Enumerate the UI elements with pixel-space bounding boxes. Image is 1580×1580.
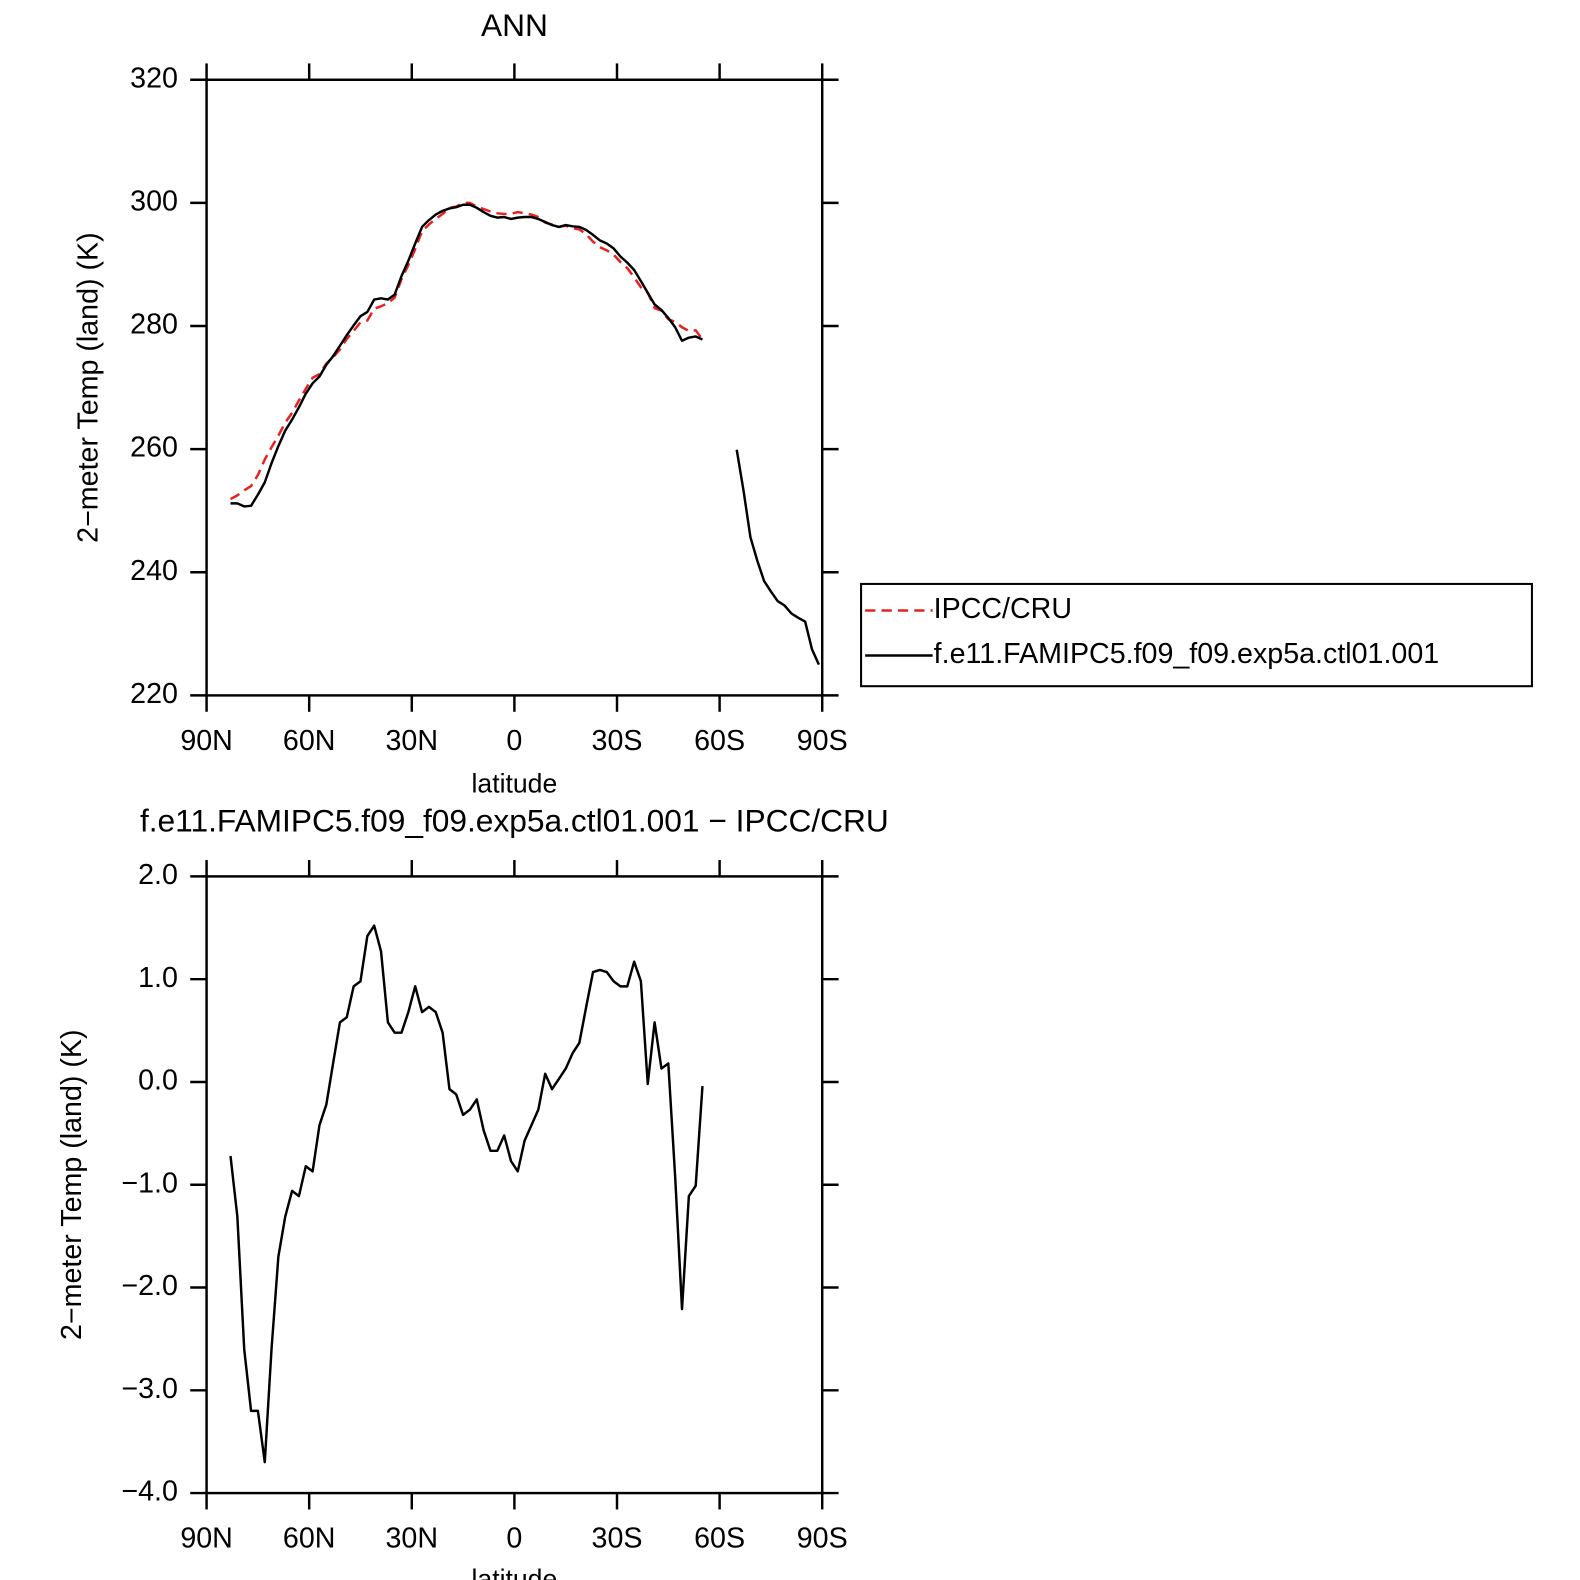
x-tick-label: 60N <box>283 725 336 757</box>
x-tick-label: 90N <box>180 725 233 757</box>
legend-box <box>860 582 1533 688</box>
x-tick-label: 90S <box>797 725 848 757</box>
y-tick-label: −3.0 <box>121 1373 178 1405</box>
x-tick-label: 0 <box>506 725 522 757</box>
x-tick-label: 60N <box>283 1523 336 1555</box>
x-tick-label: 90S <box>797 1523 848 1555</box>
data-line <box>229 924 704 1464</box>
data-line <box>230 203 820 666</box>
y-tick-label: 0.0 <box>138 1065 178 1097</box>
y-tick-label: 240 <box>130 555 178 587</box>
y-tick-label: −1.0 <box>121 1167 178 1199</box>
y-tick-label: 300 <box>130 185 178 217</box>
y-tick-label: 320 <box>130 62 178 94</box>
y-tick-label: 280 <box>130 309 178 341</box>
y-tick-label: 1.0 <box>138 962 178 994</box>
x-axis-label: latitude <box>472 768 558 798</box>
x-tick-label: 90N <box>180 1523 233 1555</box>
x-tick-label: 60S <box>694 725 745 757</box>
x-tick-label: 30S <box>592 1523 643 1555</box>
x-tick-label: 60S <box>694 1523 745 1555</box>
chart-title: ANN <box>481 7 548 43</box>
x-tick-label: 0 <box>506 1523 522 1555</box>
x-axis-label: latitude <box>472 1564 558 1580</box>
x-tick-label: 30N <box>386 1523 439 1555</box>
y-tick-label: 2.0 <box>138 859 178 891</box>
y-tick-label: −2.0 <box>121 1270 178 1302</box>
x-tick-label: 30N <box>386 725 439 757</box>
plot-frame <box>205 875 824 1495</box>
y-tick-label: 220 <box>130 678 178 710</box>
y-axis-label: 2−meter Temp (land) (K) <box>56 1029 88 1340</box>
y-tick-label: −4.0 <box>121 1476 178 1508</box>
chart-title: f.e11.FAMIPC5.f09_f09.exp5a.ctl01.001 − … <box>140 803 889 839</box>
plot-frame <box>205 78 824 697</box>
y-axis-label: 2−meter Temp (land) (K) <box>73 232 105 542</box>
y-tick-label: 260 <box>130 432 178 464</box>
x-tick-label: 30S <box>592 725 643 757</box>
data-line <box>229 201 704 501</box>
legend-label: IPCC/CRU <box>934 593 1072 625</box>
legend-label: f.e11.FAMIPC5.f09_f09.exp5a.ctl01.001 <box>934 638 1440 670</box>
